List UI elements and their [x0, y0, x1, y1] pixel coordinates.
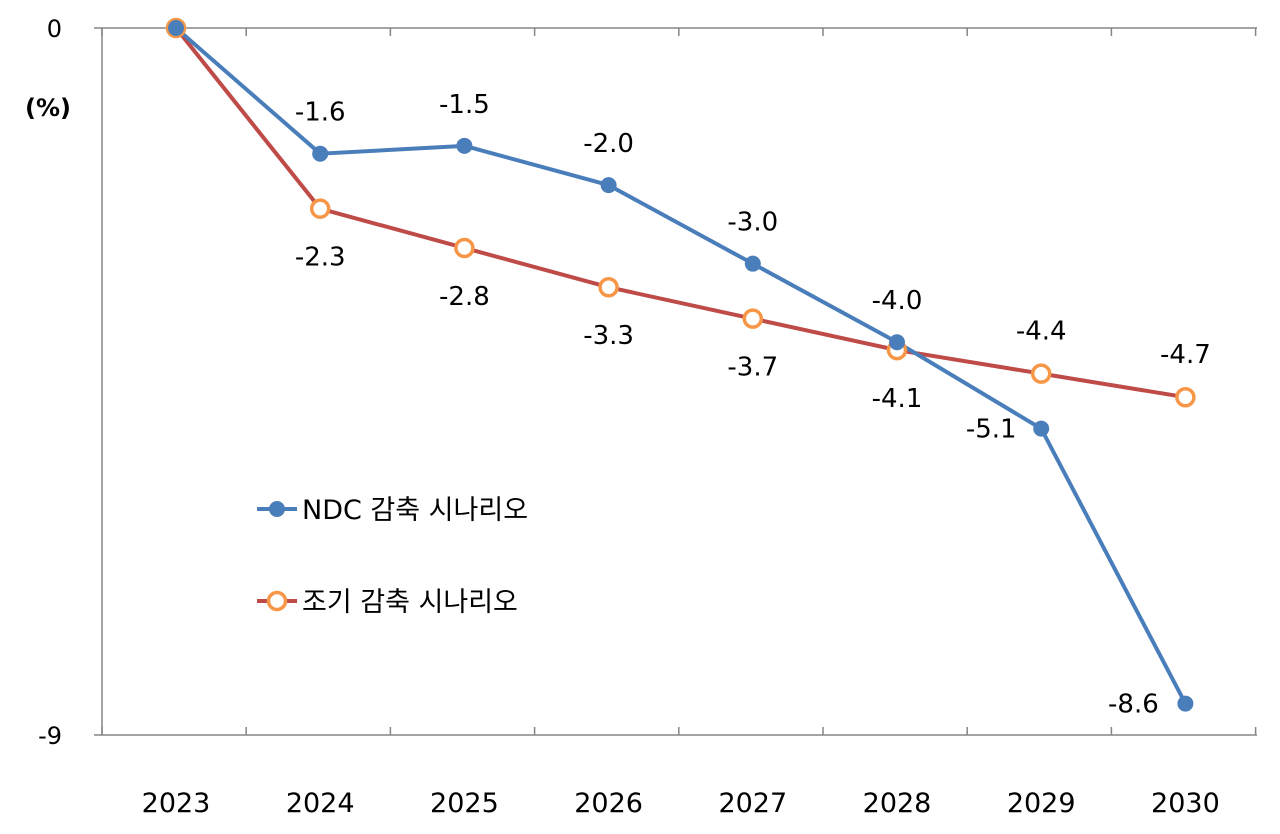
data-point: [744, 255, 761, 272]
y-axis-unit-label: (%): [25, 94, 71, 122]
data-label: -2.3: [295, 243, 346, 273]
x-tick-label: 2029: [1007, 788, 1076, 819]
data-label: -3.0: [727, 208, 778, 238]
data-label: -8.6: [1108, 690, 1159, 720]
y-tick-label: 0: [47, 15, 62, 43]
x-tick-label: 2027: [718, 788, 787, 819]
x-tick-label: 2024: [286, 788, 355, 819]
legend-marker: [269, 501, 285, 517]
data-label: -5.1: [966, 415, 1017, 445]
ticks: 0 -9 2023 2024 2025 2026 2027 2028 2029 2030: [38, 15, 1257, 819]
data-label: -4.1: [872, 384, 923, 414]
y-tick-label: -9: [38, 722, 62, 750]
x-tick-label: 2026: [574, 788, 643, 819]
data-point: [598, 276, 619, 298]
data-point: [168, 20, 184, 36]
data-point: [889, 334, 905, 351]
data-label: -2.8: [439, 282, 490, 312]
data-point: [1030, 363, 1052, 384]
data-point: [456, 137, 473, 154]
data-label: -3.7: [727, 353, 778, 383]
data-label: -4.4: [1016, 317, 1067, 347]
legend-label: NDC 감축 시나리오: [302, 495, 528, 526]
x-tick-label: 2025: [430, 788, 499, 819]
legend-label: 조기 감축 시나리오: [302, 587, 518, 618]
data-label: -3.3: [583, 321, 634, 351]
data-point: [312, 145, 329, 162]
data-point: [1177, 695, 1194, 712]
series-line: [174, 26, 1188, 706]
data-label: -1.5: [439, 90, 490, 120]
data-point: [309, 198, 331, 219]
data-label: -4.0: [872, 286, 923, 316]
data-point: [600, 177, 617, 194]
x-tick-label: 2023: [142, 788, 211, 819]
series-layer: [165, 17, 1196, 712]
data-label: -1.6: [295, 98, 346, 128]
data-point: [454, 237, 475, 259]
data-point: [742, 308, 764, 329]
series-line: [174, 26, 1188, 400]
data-point: [1033, 420, 1050, 437]
x-tick-label: 2028: [863, 788, 932, 819]
data-label: -4.7: [1160, 340, 1211, 370]
legend-marker: [266, 590, 288, 612]
data-labels: -1.6 -1.5 -2.0 -3.0 -4.0 -5.1 -8.6 -2.3 -2.8 -3.3…: [295, 90, 1211, 720]
data-label: -2.0: [583, 129, 634, 159]
data-point: [1175, 386, 1196, 408]
x-tick-label: 2030: [1151, 788, 1220, 819]
